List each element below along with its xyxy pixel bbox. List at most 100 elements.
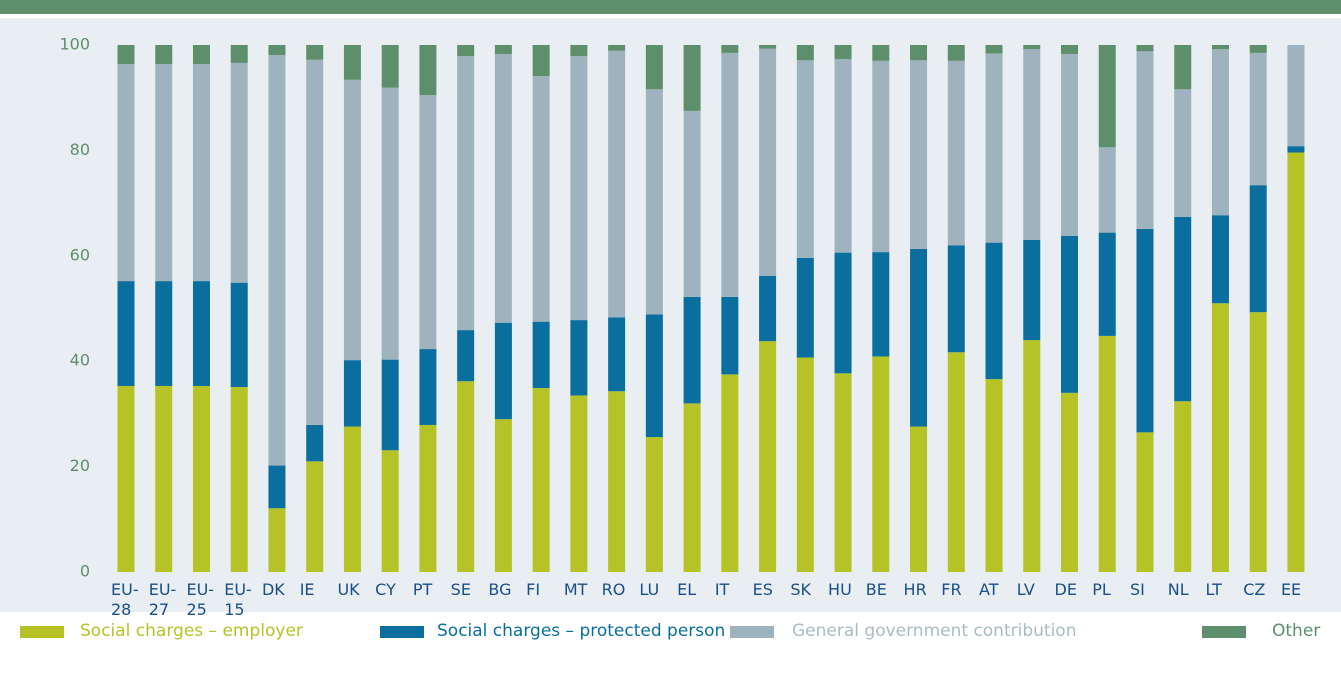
x-tick-label: EL (677, 580, 697, 599)
y-tick-label: 40 (70, 351, 90, 370)
x-tick-label: EU-25 (186, 580, 215, 619)
bar-segment (230, 45, 248, 63)
bar-segment (1174, 401, 1192, 572)
x-tick-label: NL (1167, 580, 1189, 599)
bar-segment (457, 45, 475, 57)
x-tick-label: PT (412, 580, 433, 599)
bar-segment (985, 379, 1003, 572)
bar-segment (419, 349, 437, 425)
bar-segment (608, 317, 626, 392)
bar-segment (494, 53, 512, 323)
bar-segment (381, 45, 399, 88)
x-tick-label: LU (639, 580, 660, 599)
bar-segment (306, 45, 324, 60)
y-tick-label: 20 (70, 456, 90, 475)
bar-segment (343, 45, 361, 80)
bar-segment (192, 45, 210, 64)
bar-segment (1061, 53, 1078, 236)
x-tick-label: EU-28 (111, 580, 139, 619)
bar-segment (381, 450, 399, 572)
bar-segment (759, 275, 777, 342)
bar-segment (155, 45, 173, 64)
bar-segment (1023, 45, 1041, 50)
bar-segment (570, 395, 588, 572)
bar-segment (721, 374, 739, 572)
bar-segment (1061, 235, 1078, 393)
x-tick-label: AT (979, 580, 999, 599)
bar-segment (381, 87, 399, 360)
bar-segment (1098, 147, 1116, 233)
bar-segment (155, 63, 173, 282)
bar-segment (192, 63, 210, 282)
bar-segment (1174, 216, 1192, 402)
legend-swatch (730, 626, 774, 638)
bar-segment (306, 59, 324, 425)
bar-segment (419, 95, 437, 350)
top-band (0, 0, 1341, 14)
bar-segment (834, 59, 852, 253)
bar-segment (419, 45, 437, 96)
bar-segment (796, 45, 814, 61)
bar-segment (910, 248, 928, 427)
bar-segment (1249, 185, 1267, 313)
legend-label: General government contribution (792, 621, 1077, 641)
x-tick-label: MT (563, 580, 588, 599)
bar-segment (985, 242, 1003, 380)
x-tick-label: IT (714, 580, 730, 599)
bar-segment (1211, 45, 1229, 50)
bar-segment (683, 296, 701, 404)
bar-segment (796, 60, 814, 258)
bar-segment (268, 465, 286, 509)
bar-segment (268, 55, 286, 466)
bar-segment (759, 45, 777, 49)
bar-segment (192, 281, 210, 386)
bar-segment (117, 63, 135, 282)
bar-segment (759, 48, 777, 276)
x-tick-label: CY (375, 580, 396, 599)
bar-segment (947, 45, 965, 61)
x-tick-label: LV (1016, 580, 1035, 599)
bar-segment (1287, 152, 1305, 572)
bar-segment (1098, 45, 1116, 148)
x-tick-label: EE (1280, 580, 1302, 599)
bar-segment (1136, 51, 1154, 229)
x-tick-label: EU-27 (148, 580, 177, 619)
x-tick-label: BE (865, 580, 887, 599)
bar-segment (1174, 89, 1192, 217)
bar-segment (117, 281, 135, 386)
bar-segment (532, 321, 550, 389)
bar-segment (796, 357, 814, 572)
legend-swatch (20, 626, 64, 638)
bar-segment (268, 45, 286, 56)
bar-segment (532, 388, 550, 572)
bar-segment (1211, 49, 1229, 216)
x-tick-label: FI (526, 580, 541, 599)
legend-swatch (380, 626, 424, 638)
bar-segment (457, 381, 475, 572)
bar-segment (910, 60, 928, 249)
bar-segment (570, 320, 588, 396)
x-tick-label: ES (752, 580, 773, 599)
bar-segment (1023, 340, 1041, 572)
bar-segment (1023, 49, 1041, 240)
bar-segment (834, 252, 852, 374)
bar-segment (910, 45, 928, 61)
bar-segment (1098, 232, 1116, 336)
x-tick-label: CZ (1243, 580, 1266, 599)
bar-segment (230, 387, 248, 572)
bar-segment (457, 56, 475, 331)
bar-segment (343, 79, 361, 361)
x-tick-label: HU (828, 580, 852, 599)
x-tick-label: IE (299, 580, 315, 599)
bar-segment (494, 322, 512, 420)
bar-segment (947, 245, 965, 353)
legend-swatch (1202, 626, 1246, 638)
bar-segment (759, 341, 777, 572)
bar-segment (1249, 312, 1267, 572)
bar-segment (570, 45, 588, 57)
bar-segment (532, 45, 550, 77)
bar-segment (872, 252, 890, 357)
bar-segment (1249, 45, 1267, 53)
legend-label: Social charges – protected person (437, 621, 726, 641)
